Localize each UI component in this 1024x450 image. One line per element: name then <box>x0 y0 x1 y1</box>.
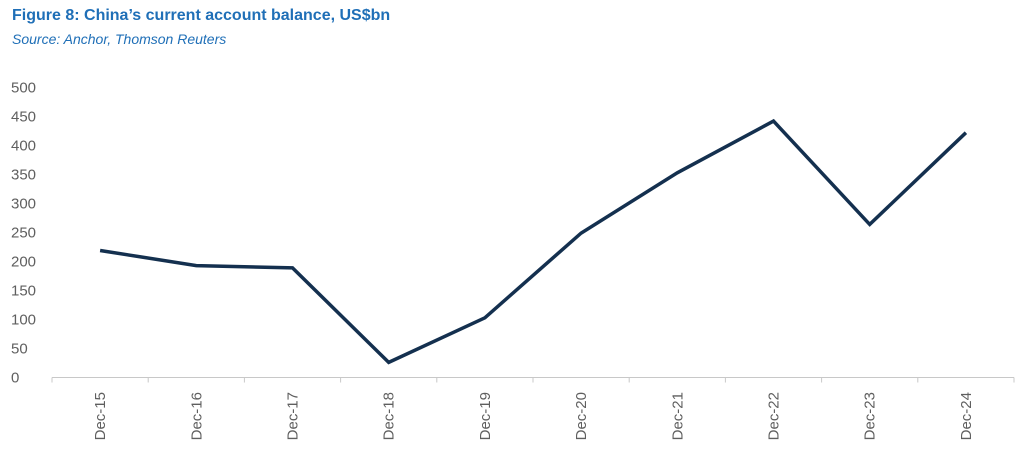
y-tick-label: 450 <box>11 109 36 126</box>
y-tick-label: 400 <box>11 138 36 155</box>
x-tick-label: Dec-19 <box>477 392 494 440</box>
x-tick-label: Dec-18 <box>381 392 398 440</box>
y-tick-label: 350 <box>11 167 36 184</box>
series-line <box>99 118 968 365</box>
chart-source: Source: Anchor, Thomson Reuters <box>12 31 227 47</box>
x-tick-label: Dec-20 <box>573 392 590 440</box>
chart-title: Figure 8: China’s current account balanc… <box>12 7 391 24</box>
x-tick-label: Dec-22 <box>766 392 783 440</box>
y-tick-label: 500 <box>11 80 36 97</box>
x-tick-label: Dec-21 <box>669 392 686 440</box>
y-tick-label: 150 <box>11 283 36 300</box>
x-tick-label: Dec-23 <box>862 392 879 440</box>
y-tick-label: 300 <box>11 196 36 213</box>
y-tick-label: 250 <box>11 225 36 242</box>
y-tick-label: 100 <box>11 312 36 329</box>
y-tick-label: 200 <box>11 254 36 271</box>
y-tick-label: 50 <box>11 341 28 358</box>
x-tick-label: Dec-16 <box>188 392 205 440</box>
x-tick-label: Dec-24 <box>958 392 975 440</box>
x-tick-label: Dec-15 <box>92 392 109 440</box>
x-tick-label: Dec-17 <box>285 392 302 440</box>
y-tick-label: 0 <box>11 370 19 387</box>
